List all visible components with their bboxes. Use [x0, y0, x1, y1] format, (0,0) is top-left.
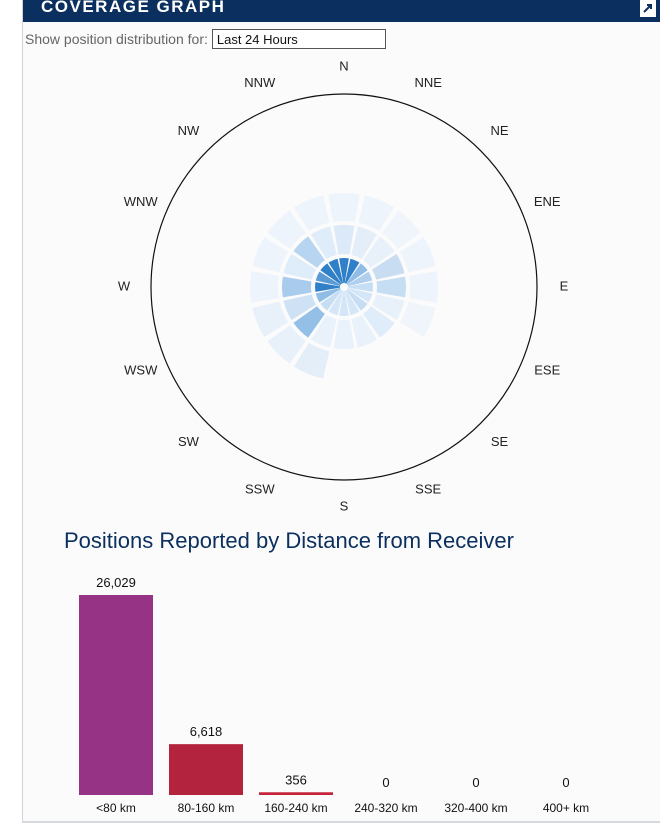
coverage-sector [315, 287, 341, 303]
bar-category-label: 240-320 km [354, 801, 417, 815]
direction-label-ese: ESE [534, 363, 560, 378]
panel-header: COVERAGE GRAPH [23, 0, 660, 22]
coverage-sector [267, 325, 306, 364]
direction-label-ne: NE [491, 123, 509, 138]
coverage-sector [282, 276, 312, 298]
coverage-sector [358, 195, 395, 232]
range-circle [150, 93, 538, 481]
coverage-sector [333, 319, 355, 349]
selector-label: Show position distribution for: [25, 31, 208, 47]
direction-label-w: W [118, 278, 131, 293]
coverage-sector [293, 236, 325, 268]
coverage-sector [399, 236, 436, 273]
direction-label-n: N [339, 58, 348, 73]
bar-category-label: 160-240 km [264, 801, 327, 815]
coverage-sector [344, 290, 360, 316]
bar-value-label: 0 [382, 775, 389, 790]
coverage-sector [328, 258, 344, 284]
coverage-sector [399, 301, 436, 338]
bar-value-label: 6,618 [190, 724, 223, 739]
panel-title: COVERAGE GRAPH [41, 0, 226, 16]
bar-category-label: 80-160 km [178, 801, 235, 815]
polar-coverage-chart: N NNE NE ENE E ESE SE SSE S SSW SW WSW W WNW NW NNW [118, 58, 569, 513]
bar [169, 744, 243, 795]
coverage-sector [328, 193, 360, 222]
time-range-select[interactable]: Last 24 Hours [211, 29, 386, 49]
coverage-sector [363, 236, 395, 268]
direction-label-wnw: WNW [124, 194, 159, 209]
coverage-sector [376, 276, 406, 298]
direction-label-nw: NW [178, 123, 200, 138]
coverage-sector [346, 289, 368, 311]
coverage-sector [252, 301, 289, 338]
bar-category-label: <80 km [96, 801, 136, 815]
coverage-sector [351, 314, 377, 348]
bar-value-label: 26,029 [96, 575, 136, 590]
coverage-sector [363, 306, 395, 338]
coverage-sector [311, 226, 337, 260]
coverage-sector [293, 342, 330, 379]
coverage-sector [344, 258, 360, 284]
coverage-sector [347, 271, 373, 287]
expand-icon[interactable] [638, 0, 658, 19]
coverage-sector [346, 263, 368, 285]
coverage-sector [311, 314, 337, 348]
bar-value-label: 0 [562, 775, 569, 790]
direction-label-s: S [340, 498, 349, 513]
coverage-sector [315, 271, 341, 287]
coverage-sector [347, 287, 373, 303]
bar-chart-title: Positions Reported by Distance from Rece… [64, 528, 514, 553]
bar-category-label: 400+ km [543, 801, 589, 815]
coverage-sector [283, 294, 317, 320]
coverage-sector [333, 224, 355, 255]
direction-label-ssw: SSW [245, 482, 275, 497]
distance-bar-chart: 26,029 <80 km 6,618 80-160 km 356 160-240 km 0… [79, 575, 589, 815]
direction-label-ene: ENE [534, 194, 561, 209]
coverage-sector [382, 210, 421, 249]
coverage-sector [252, 236, 289, 273]
coverage-sector [339, 290, 349, 316]
coverage-sector [371, 294, 405, 320]
bar-category-label: 320-400 km [444, 801, 507, 815]
direction-label-se: SE [491, 434, 509, 449]
bar-value-label: 356 [285, 772, 307, 787]
coverage-sector [347, 282, 373, 292]
coverage-sector [409, 271, 438, 303]
direction-label-e: E [560, 278, 569, 293]
direction-label-nnw: NNW [244, 75, 276, 90]
distribution-selector-row: Show position distribution for: Last 24 … [25, 28, 386, 50]
coverage-sector [351, 226, 377, 260]
coverage-sector [328, 290, 344, 316]
direction-label-sw: SW [178, 434, 200, 449]
bar [259, 792, 333, 795]
direction-label-sse: SSE [415, 482, 441, 497]
coverage-sector [283, 254, 317, 280]
coverage-sector [250, 271, 279, 303]
direction-label-nne: NNE [414, 75, 442, 90]
bar [79, 595, 153, 795]
bar-value-label: 0 [472, 775, 479, 790]
coverage-sector [293, 195, 330, 232]
coverage-sector [267, 210, 306, 249]
coverage-sector [293, 306, 325, 338]
coverage-sector [315, 282, 341, 292]
coverage-sector [320, 263, 342, 285]
coverage-sector [339, 258, 349, 284]
direction-label-wsw: WSW [124, 363, 158, 378]
coverage-sector [371, 254, 405, 280]
coverage-sector [320, 289, 342, 311]
